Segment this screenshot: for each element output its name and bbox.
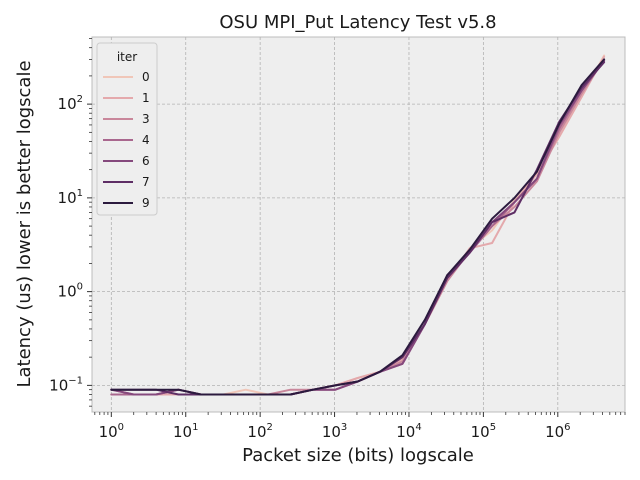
legend-label-iter-9: 9: [142, 196, 150, 210]
legend-label-iter-1: 1: [142, 91, 150, 105]
x-tick-label: 105: [471, 422, 496, 441]
y-axis-ticks: 10−1 100 101 102: [49, 38, 92, 407]
x-axis-ticks: 100 101 102 103 104 105 106: [94, 412, 626, 441]
legend-label-iter-3: 3: [142, 112, 150, 126]
legend-label-iter-4: 4: [142, 133, 150, 147]
y-tick-label: 101: [58, 188, 83, 207]
x-tick-label: 106: [545, 422, 570, 441]
x-tick-label: 100: [99, 422, 124, 441]
legend: iter 0 1 3 4 6 7 9: [96, 42, 158, 216]
legend-box: [96, 42, 158, 216]
legend-label-iter-0: 0: [142, 70, 150, 84]
legend-label-iter-7: 7: [142, 175, 150, 189]
legend-title: iter: [117, 50, 137, 64]
x-tick-label: 104: [396, 422, 421, 441]
x-tick-label: 102: [247, 422, 272, 441]
chart-title: OSU MPI_Put Latency Test v5.8: [219, 12, 496, 33]
y-axis-label: Latency (us) lower is better logscale: [14, 60, 35, 387]
y-tick-label: 102: [58, 94, 83, 113]
grid: [92, 37, 625, 412]
series-line-iter-9: [110, 58, 606, 396]
x-tick-label: 101: [173, 422, 198, 441]
x-tick-label: 103: [322, 422, 347, 441]
x-axis-label: Packet size (bits) logscale: [242, 445, 474, 466]
y-tick-label: 10−1: [49, 375, 83, 394]
legend-label-iter-6: 6: [142, 154, 150, 168]
plot-area: [91, 36, 626, 413]
y-tick-label: 100: [58, 282, 83, 301]
series-lines: [110, 54, 606, 396]
